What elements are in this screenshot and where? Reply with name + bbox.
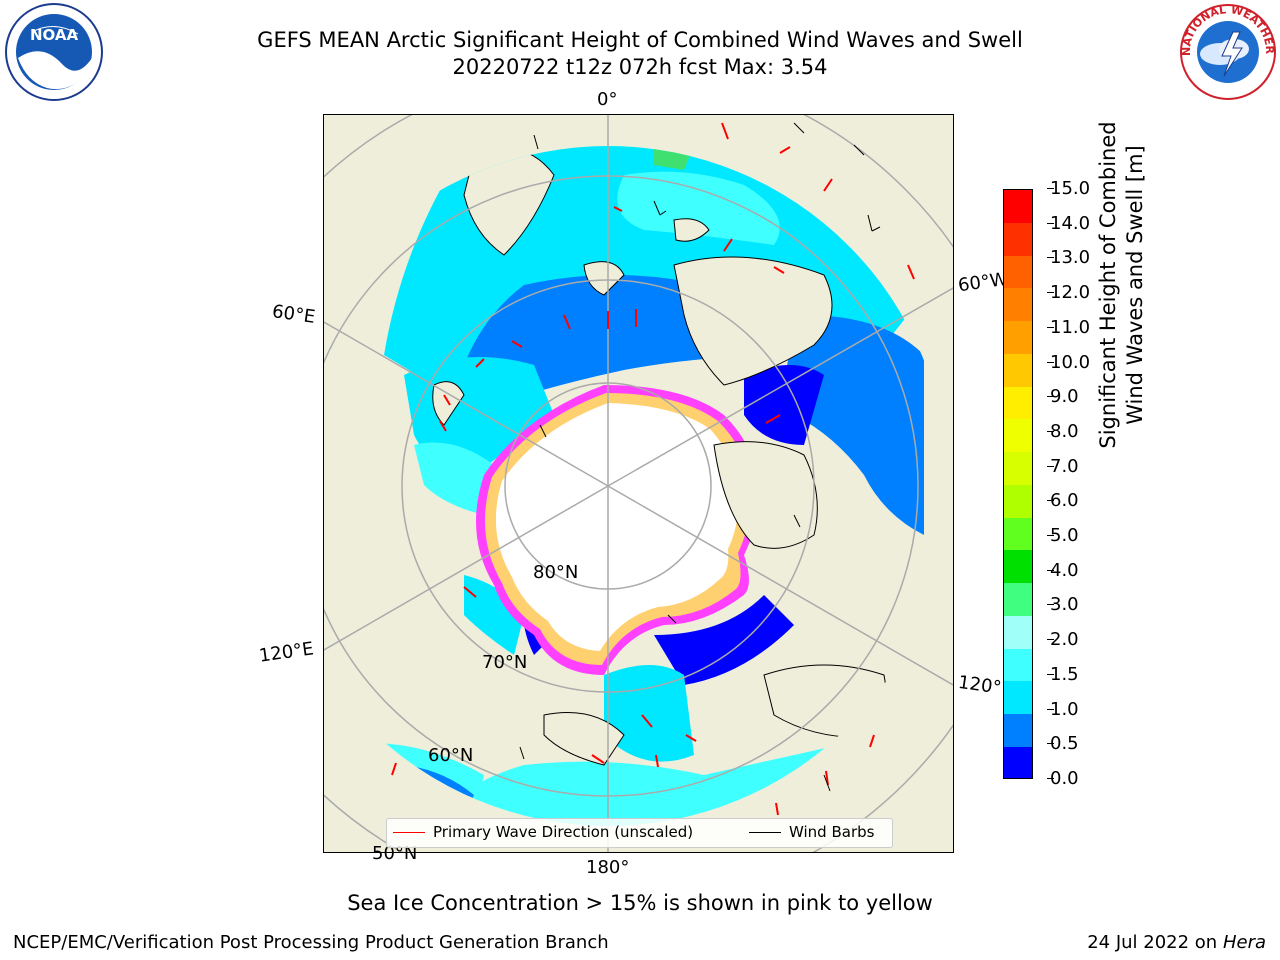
- graticule: [324, 115, 953, 852]
- colorbar-segment: [1004, 550, 1032, 584]
- ocean-kara: [414, 442, 494, 515]
- colorbar-label: Significant Height of Combined Wind Wave…: [1095, 85, 1149, 485]
- meridian-120e: [324, 485, 609, 651]
- colorbar-segment: [1004, 222, 1032, 256]
- legend-swatch-black: [749, 831, 781, 833]
- meridian-60w: [607, 287, 953, 487]
- greenland: [673, 256, 833, 386]
- ocean-laptev: [464, 575, 524, 655]
- ocean-greenland-sea: [654, 146, 704, 170]
- canadian-archipelago: [713, 441, 818, 549]
- colorbar-tick-label: 15.0: [1046, 178, 1091, 199]
- ocean-beaufort: [654, 595, 794, 685]
- lat-label-60: 60°N: [428, 745, 474, 766]
- ocean-labrador: [786, 315, 924, 535]
- wind-barbs: [519, 122, 881, 792]
- colorbar-segment: [1004, 321, 1032, 354]
- colorbar: [1003, 189, 1033, 779]
- colorbar-tick-label: 3.0: [1047, 594, 1079, 616]
- lon-label-60w: 60°W: [956, 268, 1009, 297]
- legend-item-wave-direction: Primary Wave Direction (unscaled): [393, 823, 693, 841]
- colorbar-tick-label: 9.0: [1047, 386, 1079, 408]
- colorbar-segment: [1004, 288, 1032, 322]
- legend-label-wind-barbs: Wind Barbs: [789, 823, 875, 841]
- sea-ice-interior: [495, 403, 738, 651]
- meridian-120w: [607, 485, 953, 686]
- colorbar-segment: [1004, 452, 1032, 485]
- colorbar-segment: [1004, 419, 1032, 453]
- colorbar-tick-label: 4.0: [1047, 559, 1079, 581]
- colorbar-tick-label: 0.0: [1047, 768, 1079, 789]
- lon-label-180: 180°: [586, 857, 630, 878]
- lat-label-80: 80°N: [533, 562, 579, 583]
- colorbar-tick-label: 1.5: [1047, 663, 1079, 685]
- colorbar-label-line2: Wind Waves and Swell [m]: [1123, 145, 1147, 425]
- colorbar-tick-label: 14.0: [1046, 212, 1091, 234]
- colorbar-tick-label: 10.0: [1046, 351, 1091, 373]
- colorbar-tick-label: 12.0: [1046, 282, 1091, 304]
- colorbar-segment: [1004, 484, 1032, 518]
- ocean-norwegian-light: [617, 171, 780, 245]
- arctic-wave-map: [323, 114, 954, 853]
- sea-ice-caption: Sea Ice Concentration > 15% is shown in …: [347, 891, 933, 915]
- colorbar-segment: [1004, 747, 1032, 778]
- legend-swatch-red: [393, 831, 425, 833]
- wave-direction-arrows: [391, 122, 915, 816]
- colorbar-tick-label: 1.0: [1047, 698, 1079, 720]
- footer-date: 24 Jul 2022 on Hera: [1087, 932, 1266, 953]
- chart-title: GEFS MEAN Arctic Significant Height of C…: [257, 28, 1023, 52]
- footer-date-text: 24 Jul 2022 on: [1087, 932, 1218, 953]
- lon-label-0: 0°: [597, 89, 618, 110]
- colorbar-segment: [1004, 517, 1032, 551]
- colorbar-tick-label: 0.5: [1047, 733, 1079, 755]
- colorbar-segment: [1004, 255, 1032, 289]
- legend-item-wind-barbs: Wind Barbs: [749, 823, 874, 841]
- ocean-hudson: [864, 413, 924, 495]
- colorbar-tick-label: 2.0: [1047, 629, 1079, 651]
- lon-label-120e: 120°E: [257, 638, 315, 667]
- colorbar-segment: [1004, 190, 1032, 223]
- colorbar-tick-label: 7.0: [1047, 455, 1079, 477]
- national-weather-service-logo: NATIONAL WEATHER SERVICE: [1174, 0, 1278, 102]
- colorbar-segment: [1004, 714, 1032, 748]
- colorbar-label-line1: Significant Height of Combined: [1096, 121, 1120, 449]
- colorbar-segment: [1004, 583, 1032, 616]
- map-legend: Primary Wave Direction (unscaled) Wind B…: [386, 818, 893, 848]
- lat-label-70: 70°N: [482, 652, 528, 673]
- colorbar-tick-label: 13.0: [1046, 247, 1091, 269]
- footer-credit: NCEP/EMC/Verification Post Processing Pr…: [13, 932, 609, 953]
- colorbar-segment: [1004, 615, 1032, 649]
- svalbard: [583, 261, 625, 296]
- colorbar-segment: [1004, 648, 1032, 682]
- colorbar-tick-label: 11.0: [1046, 316, 1091, 338]
- colorbar-tick-label: 8.0: [1047, 420, 1079, 442]
- legend-label-wave-direction: Primary Wave Direction (unscaled): [433, 823, 694, 841]
- lat-label-50: 50°N: [372, 843, 418, 864]
- colorbar-segment: [1004, 386, 1032, 420]
- iceland: [673, 218, 710, 242]
- colorbar-segment: [1004, 353, 1032, 387]
- colorbar-segment: [1004, 681, 1032, 715]
- colorbar-tick-label: 5.0: [1047, 525, 1079, 547]
- lon-label-60e: 60°E: [270, 301, 317, 328]
- chukotka: [543, 712, 625, 766]
- ocean-chukchi: [604, 665, 694, 762]
- noaa-logo-text: NOAA: [30, 26, 79, 44]
- colorbar-tick-label: 6.0: [1047, 490, 1079, 512]
- meridian-60e: [324, 321, 609, 487]
- map-canvas: [324, 115, 953, 852]
- noaa-logo: NOAA: [2, 2, 106, 102]
- footer-system: Hera: [1222, 932, 1266, 953]
- chart-subtitle: 20220722 t12z 072h fcst Max: 3.54: [452, 55, 828, 79]
